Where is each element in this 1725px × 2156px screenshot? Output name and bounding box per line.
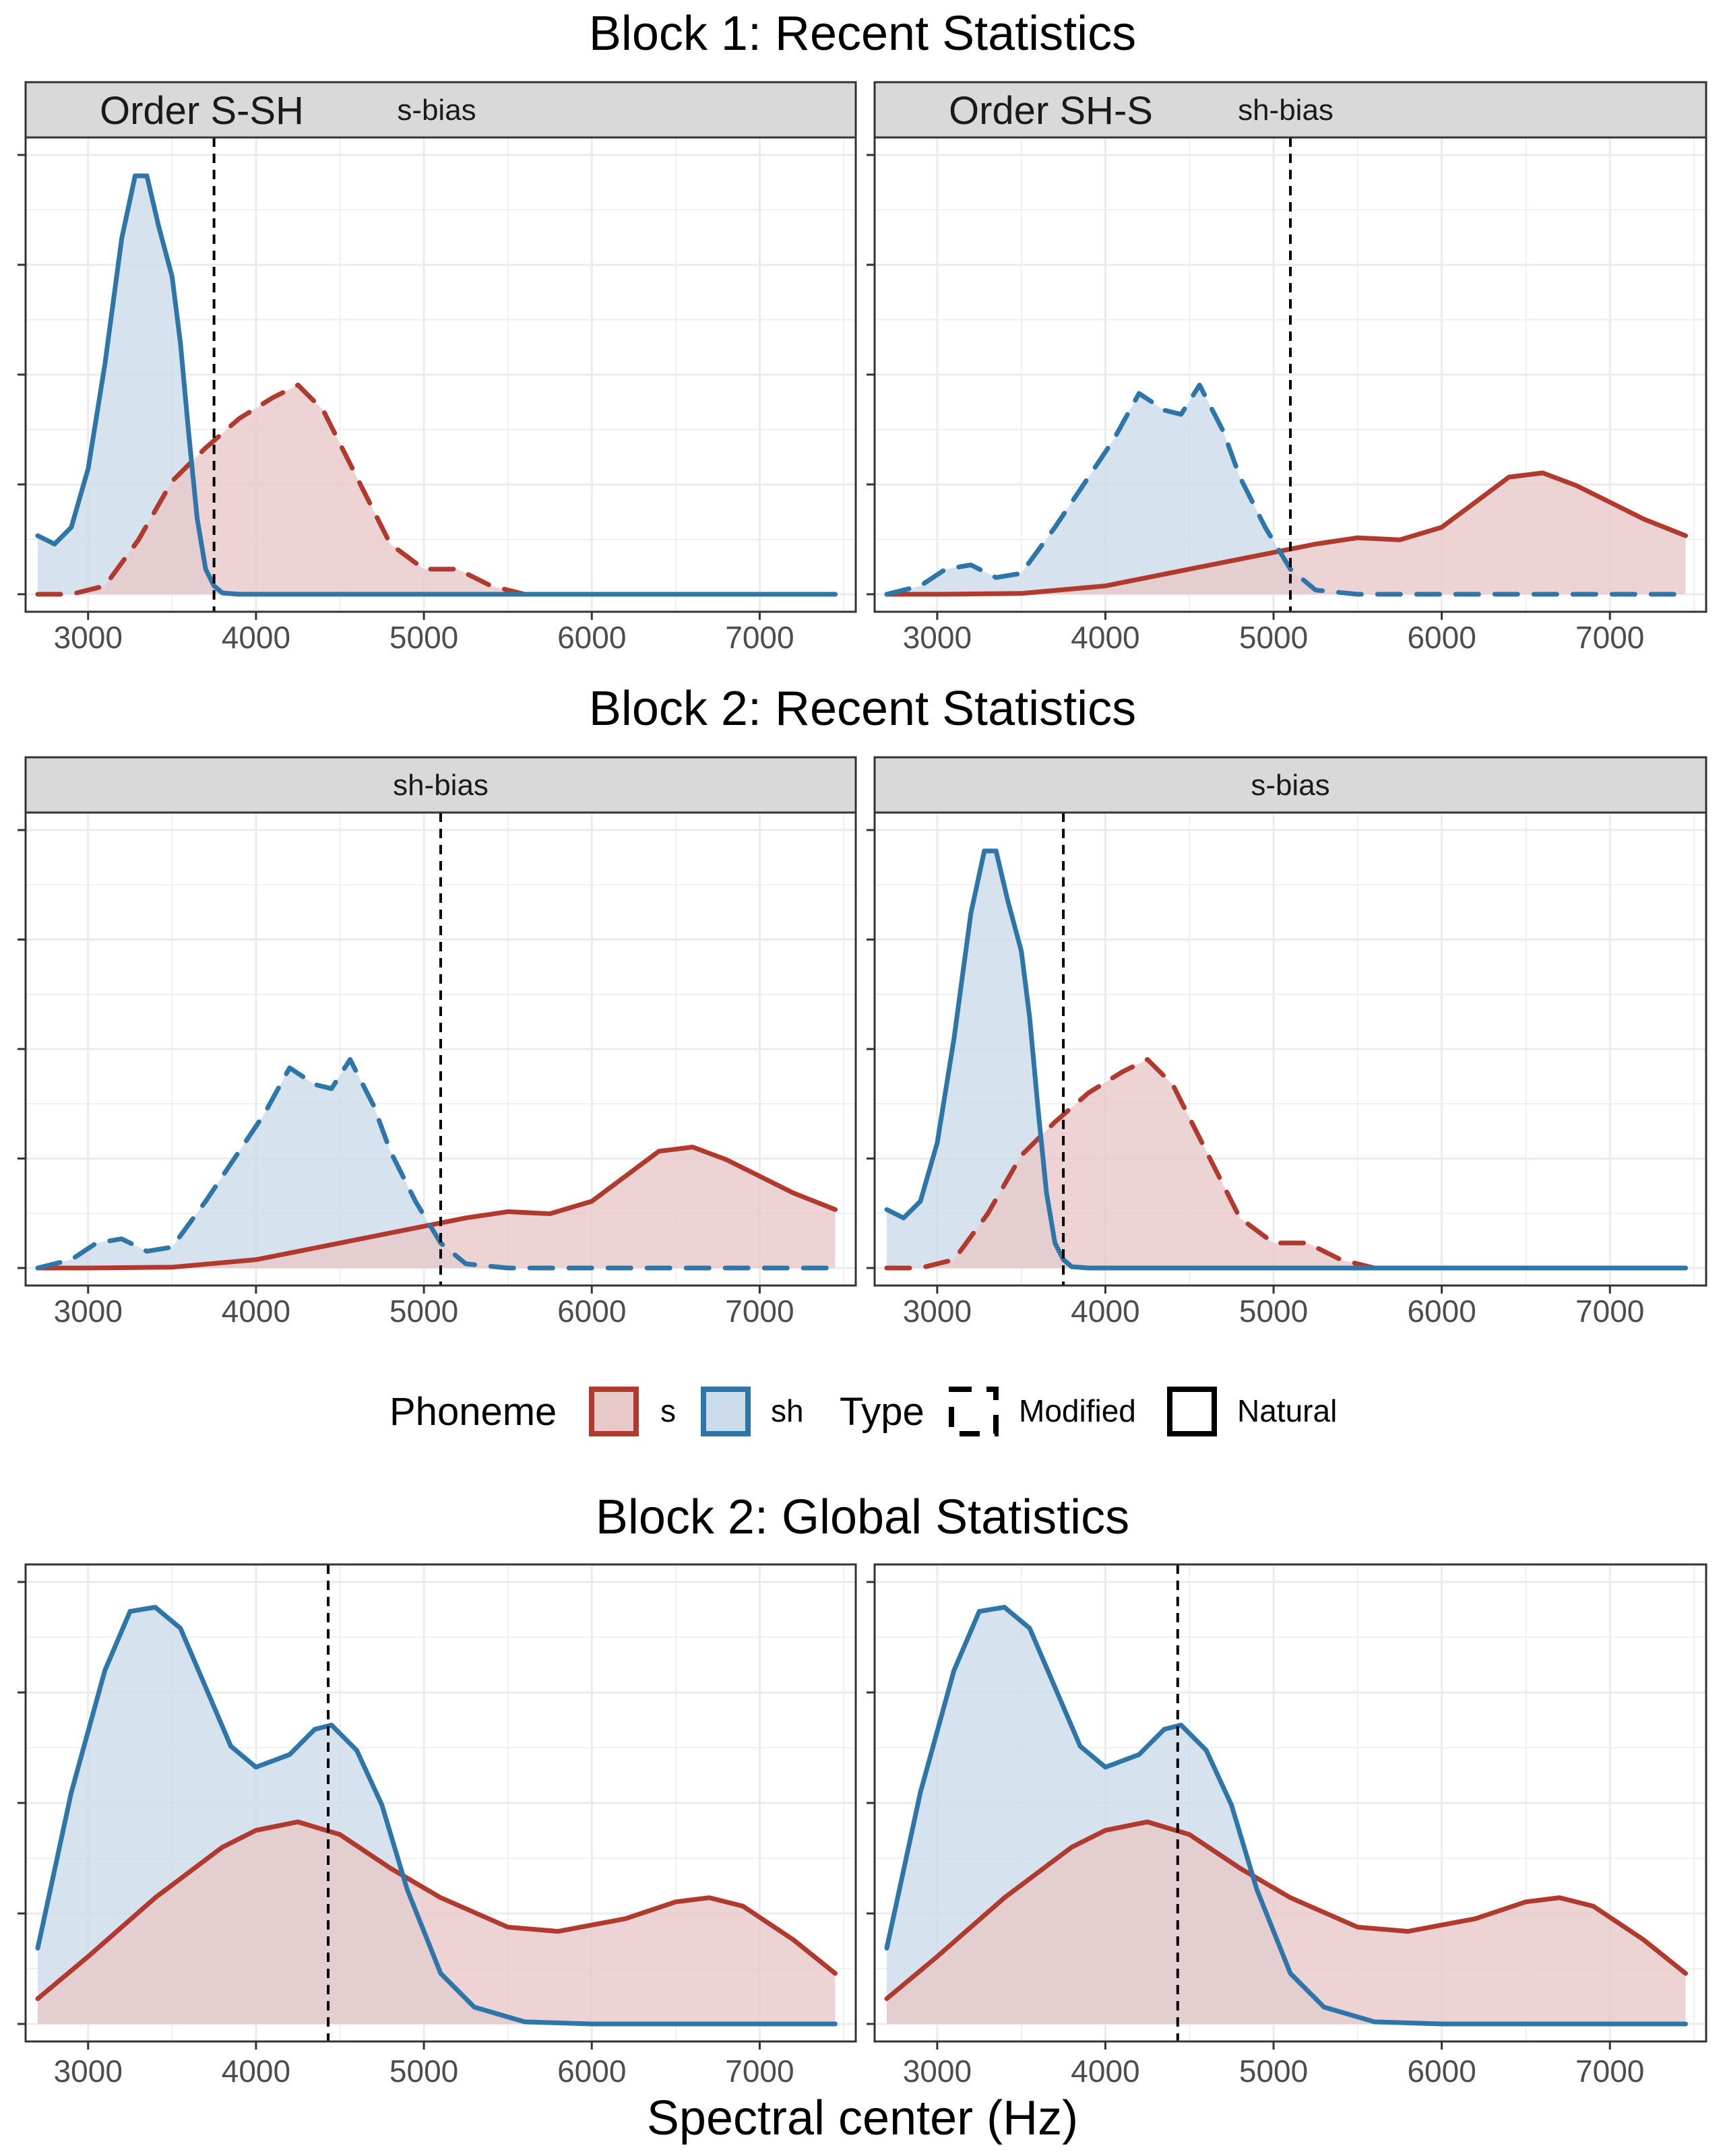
density-fill-s: [38, 385, 836, 594]
density-fill-s: [887, 1059, 1686, 1268]
density-line-sh: [35, 1605, 838, 2027]
density-fill-s: [38, 1822, 836, 2024]
x-axis-label: Spectral center (Hz): [647, 2091, 1078, 2145]
strip-label: sh-bias: [1238, 94, 1334, 127]
density-line-s: [35, 1145, 838, 1271]
x-tick-label: 7000: [725, 1294, 794, 1329]
density-line-s: [884, 1819, 1688, 2001]
density-line-s: [35, 1819, 838, 2001]
legend-label-modified: Modified: [1019, 1393, 1136, 1428]
legend-key-s: [589, 1387, 639, 1436]
x-tick-label: 4000: [1071, 1294, 1139, 1329]
block2-title: Block 2: Recent Statistics: [589, 682, 1136, 736]
legend-label-sh: sh: [771, 1393, 804, 1428]
density-line-sh: [35, 1057, 838, 1271]
legend-key-modified: [949, 1387, 999, 1436]
strip-header: [24, 81, 857, 139]
x-tick-label: 3000: [903, 1294, 972, 1329]
x-tick-label: 3000: [54, 2054, 123, 2089]
block1-title: Block 1: Recent Statistics: [589, 7, 1136, 61]
density-fill-sh: [38, 176, 836, 594]
x-tick-label: 4000: [1071, 2054, 1139, 2089]
order-label: Order SH-S: [949, 89, 1153, 133]
density-line-sh: [35, 173, 838, 597]
panel-block2-left: sh-bias 3000 4000 5000 6000 7000: [18, 756, 857, 1329]
strip-label: s-bias: [1251, 769, 1329, 802]
density-fill-sh: [887, 385, 1686, 594]
legend: Phoneme s sh Type Modified Natural: [389, 1387, 1337, 1436]
density-fill-s: [887, 472, 1686, 594]
strip-label: sh-bias: [393, 769, 489, 802]
density-line-sh: [884, 1605, 1688, 2027]
density-line-sh: [884, 848, 1688, 1271]
density-fill-s: [887, 1822, 1686, 2024]
legend-type-title: Type: [840, 1390, 924, 1434]
x-tick-label: 7000: [1575, 620, 1644, 655]
density-fill-sh: [887, 851, 1686, 1268]
x-tick-label: 4000: [222, 1294, 290, 1329]
legend-key-natural: [1167, 1387, 1217, 1436]
density-fill-s: [38, 1147, 836, 1268]
x-tick-label: 3000: [903, 2054, 972, 2089]
legend-phoneme-title: Phoneme: [389, 1390, 557, 1434]
x-tick-label: 6000: [557, 620, 626, 655]
panel-block1-left: s-bias Order S-SH 3000 4000 5000 6000 7000: [18, 81, 857, 655]
panel-global-left: 3000 4000 5000 6000 7000: [18, 1563, 857, 2089]
x-tick-label: 6000: [1407, 620, 1476, 655]
x-tick-label: 7000: [725, 620, 794, 655]
x-tick-label: 5000: [1239, 620, 1308, 655]
x-tick-label: 3000: [54, 620, 123, 655]
x-tick-label: 5000: [389, 620, 458, 655]
panel-block1-right: sh-bias Order SH-S 3000 4000 5000 6000 7000: [867, 81, 1707, 655]
x-tick-label: 6000: [557, 1294, 626, 1329]
x-tick-label: 7000: [1575, 1294, 1644, 1329]
x-tick-label: 6000: [557, 2054, 626, 2089]
density-line-s: [884, 470, 1688, 597]
x-tick-label: 5000: [389, 1294, 458, 1329]
legend-key-sh: [701, 1387, 751, 1436]
x-tick-label: 5000: [1239, 2054, 1308, 2089]
x-tick-label: 3000: [54, 1294, 123, 1329]
x-tick-label: 4000: [222, 2054, 290, 2089]
strip-header: [873, 756, 1707, 814]
x-tick-label: 5000: [1239, 1294, 1308, 1329]
legend-label-s: s: [660, 1393, 676, 1428]
strip-label: s-bias: [397, 94, 476, 127]
panel-global-right: 3000 4000 5000 6000 7000: [867, 1563, 1707, 2089]
density-line-sh: [884, 383, 1688, 597]
density-fill-sh: [38, 1059, 836, 1268]
x-tick-label: 4000: [1071, 620, 1139, 655]
order-label: Order S-SH: [100, 89, 304, 133]
x-tick-label: 7000: [1575, 2054, 1644, 2089]
global-title: Block 2: Global Statistics: [596, 1490, 1129, 1544]
legend-label-natural: Natural: [1237, 1393, 1337, 1428]
strip-header: [24, 756, 857, 814]
x-tick-label: 6000: [1407, 1294, 1476, 1329]
x-tick-label: 3000: [903, 620, 972, 655]
x-tick-label: 6000: [1407, 2054, 1476, 2089]
panel-block2-right: s-bias 3000 4000 5000 6000 7000: [867, 756, 1707, 1329]
x-tick-label: 5000: [389, 2054, 458, 2089]
x-tick-label: 7000: [725, 2054, 794, 2089]
x-tick-label: 4000: [222, 620, 290, 655]
